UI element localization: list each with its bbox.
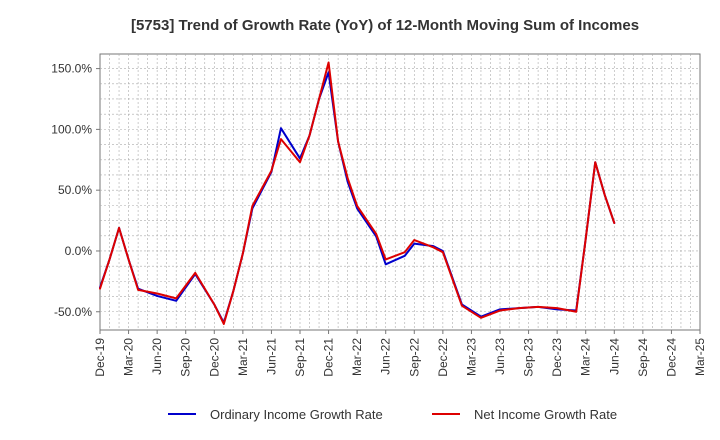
plot-area bbox=[99, 53, 701, 331]
series-layer bbox=[99, 61, 616, 325]
legend-label-net: Net Income Growth Rate bbox=[474, 407, 617, 422]
chart-title: [5753] Trend of Growth Rate (YoY) of 12-… bbox=[131, 17, 639, 34]
series-line-net-income bbox=[99, 61, 616, 325]
y-tick-label: 100.0% bbox=[51, 122, 92, 136]
x-tick-label: Jun-23 bbox=[493, 338, 507, 375]
x-tick-label: Sep-24 bbox=[636, 338, 650, 377]
x-tick-label: Dec-19 bbox=[93, 338, 107, 377]
legend-label-ordinary: Ordinary Income Growth Rate bbox=[210, 407, 383, 422]
x-tick-label: Sep-23 bbox=[522, 338, 536, 377]
x-tick-label: Mar-20 bbox=[122, 338, 136, 376]
grid bbox=[100, 54, 700, 330]
x-tick-label: Sep-20 bbox=[179, 338, 193, 377]
x-tick-label: Mar-21 bbox=[236, 338, 250, 376]
x-axis: Dec-19 Mar-20 Jun-20 Sep-20 Dec-20 Mar-21 Jun-… bbox=[93, 330, 707, 377]
y-tick-label: -50.0% bbox=[54, 305, 92, 319]
y-tick-label: 0.0% bbox=[65, 244, 93, 258]
x-tick-label: Dec-21 bbox=[322, 338, 336, 377]
legend: Ordinary Income Growth Rate Net Income G… bbox=[168, 407, 617, 422]
x-tick-label: Dec-22 bbox=[436, 338, 450, 377]
x-tick-label: Sep-21 bbox=[293, 338, 307, 377]
x-tick-label: Jun-21 bbox=[264, 338, 278, 375]
x-tick-label: Dec-24 bbox=[664, 338, 678, 377]
y-axis: 150.0% 100.0% 50.0% 0.0% -50.0% bbox=[51, 62, 100, 319]
x-tick-label: Dec-20 bbox=[207, 338, 221, 377]
y-tick-label: 150.0% bbox=[51, 62, 92, 76]
x-tick-label: Jun-22 bbox=[379, 338, 393, 375]
x-tick-label: Dec-23 bbox=[550, 338, 564, 377]
x-tick-label: Jun-20 bbox=[150, 338, 164, 375]
x-tick-label: Mar-23 bbox=[464, 338, 478, 376]
x-tick-label: Jun-24 bbox=[607, 338, 621, 375]
x-tick-label: Sep-22 bbox=[407, 338, 421, 377]
x-tick-label: Mar-22 bbox=[350, 338, 364, 376]
x-tick-label: Mar-25 bbox=[693, 338, 707, 376]
y-tick-label: 50.0% bbox=[58, 183, 92, 197]
x-tick-label: Mar-24 bbox=[579, 338, 593, 376]
